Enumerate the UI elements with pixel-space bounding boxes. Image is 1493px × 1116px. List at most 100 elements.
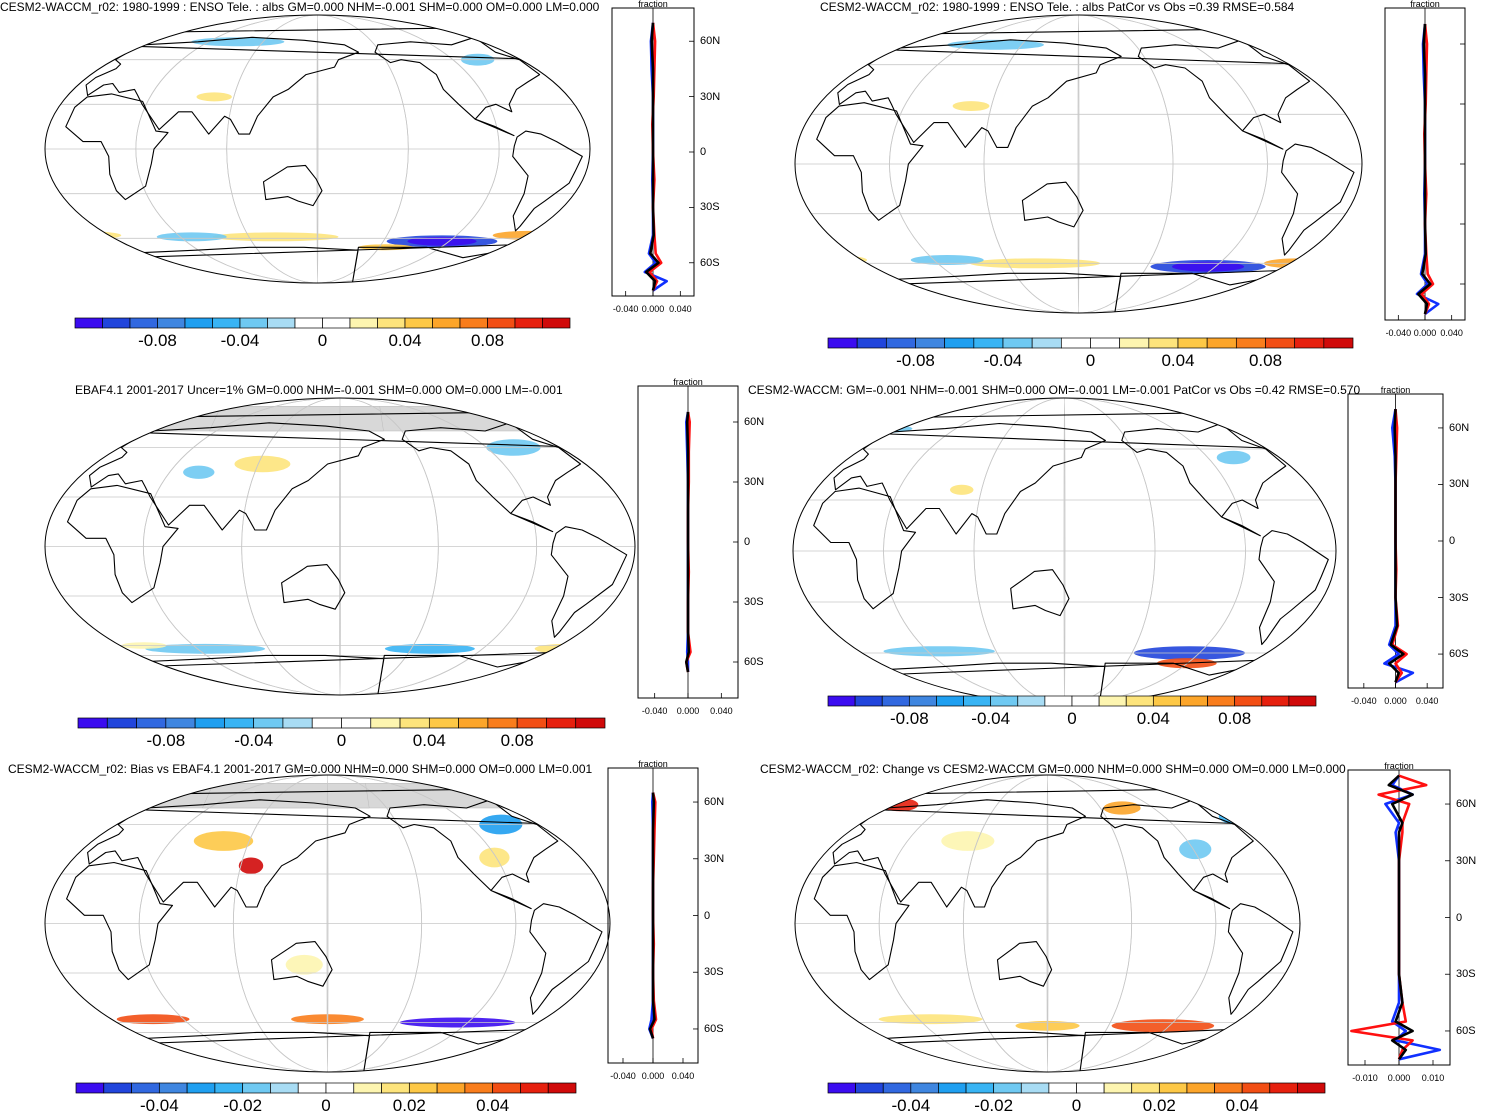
coastline-africa	[813, 487, 917, 610]
colorbar-tick-label: 0.04	[1161, 351, 1195, 370]
colorbar-box	[855, 1082, 884, 1094]
coastline-africa	[66, 861, 174, 981]
anomaly-patch	[479, 847, 510, 868]
colorbar-2	[827, 337, 1354, 349]
zonal-lat-label: 0	[1449, 535, 1456, 547]
colorbar-box	[910, 1082, 939, 1094]
coastline-australia	[270, 941, 333, 987]
colorbar-tick-label: 0.08	[1248, 351, 1283, 370]
coastline-south-america	[1281, 143, 1355, 256]
zonal-x-tick-label: 0.000	[1384, 696, 1407, 706]
colorbar-tick-label: -0.04	[139, 1096, 179, 1115]
longitude-line	[973, 398, 1156, 704]
longitude-line	[142, 398, 538, 695]
zonal-x-tick-label: -0.040	[610, 1071, 636, 1081]
panel-title: CESM2-WACCM_r02: 1980-1999 : ENSO Tele. …	[0, 0, 600, 14]
anomaly-patch	[941, 831, 995, 851]
longitude-line	[983, 15, 1174, 313]
anomaly-patch	[193, 831, 254, 851]
zonal-x-tick-label: 0.000	[1413, 328, 1437, 338]
zonal-x-tick-label: 0.010	[1421, 1073, 1445, 1083]
longitude-line	[135, 15, 500, 283]
colorbar-box	[938, 1082, 967, 1094]
anomaly-patch	[1179, 839, 1212, 860]
zonal-x-tick-label: 0.000	[641, 1071, 665, 1081]
colorbar-box	[1214, 1082, 1243, 1094]
colorbar-tick-label: -0.04	[971, 709, 1011, 728]
colorbar-tick-label: -0.04	[891, 1096, 931, 1115]
colorbar-1	[74, 317, 571, 329]
longitude-line	[138, 775, 517, 1072]
panel-title: CESM2-WACCM_r02: 1980-1999 : ENSO Tele. …	[820, 0, 1295, 14]
coastline-australia	[281, 564, 346, 610]
colorbar-box	[1186, 1082, 1215, 1094]
zonal-lat-label: 0	[744, 536, 751, 548]
zonal-x-tick-label: -0.010	[1352, 1073, 1378, 1083]
zonal-line-black	[1387, 774, 1414, 1061]
colorbar-tick-label: 0.02	[1142, 1096, 1176, 1115]
anomaly-patch	[407, 236, 477, 246]
colorbar-box	[1048, 1082, 1077, 1094]
colorbar-tick-label: -0.04	[234, 731, 274, 750]
colorbar-tick-label: 0	[1071, 1096, 1082, 1115]
longitude-line	[326, 775, 329, 1072]
anomaly-patch	[1015, 1020, 1080, 1031]
longitude-line	[226, 15, 409, 283]
coastline-australia	[1010, 569, 1070, 617]
zonal-x-tick-label: 0.000	[676, 706, 700, 716]
longitude-line	[1063, 398, 1066, 704]
anomaly-patch	[196, 92, 232, 102]
panel-title: EBAF4.1 2001-2017 Uncer=1% GM=0.000 NHM=…	[75, 383, 563, 397]
colorbar-tick-label: -0.02	[223, 1096, 263, 1115]
zonal-line-black	[685, 411, 691, 673]
zonal-x-tick-label: 0.040	[710, 706, 733, 716]
anomaly-patch	[238, 857, 264, 874]
colorbar-tick-label: -0.08	[889, 709, 929, 728]
map-field	[45, 15, 590, 283]
map-field	[795, 775, 1300, 1072]
coastline-europe-asia	[837, 39, 1122, 148]
colorbar-tick-label: 0.08	[500, 731, 534, 750]
anomaly-patch	[795, 1017, 854, 1028]
map-border	[44, 774, 611, 1073]
colorbar-tick-label: -0.02	[974, 1096, 1014, 1115]
zonal-x-tick-label: 0.000	[1387, 1073, 1411, 1083]
zonal-lat-label: 60N	[704, 796, 725, 809]
missing-data-mask	[209, 406, 384, 432]
anomaly-patch	[156, 232, 227, 242]
zonal-lat-label: 60S	[700, 256, 720, 269]
map-border	[44, 14, 591, 284]
map-field	[45, 398, 635, 695]
coastline-south-america	[512, 130, 583, 232]
coastline-australia	[1021, 181, 1084, 228]
colorbar-tick-label: -0.08	[146, 731, 186, 750]
coastline-europe-asia	[87, 799, 371, 908]
zonal-lat-label: 30S	[1449, 591, 1469, 604]
zonal-mean-plot-2	[1384, 7, 1466, 321]
zonal-lat-label: 60N	[700, 35, 721, 48]
missing-data-mask	[202, 783, 370, 809]
zonal-x-tick-label: 0.040	[671, 1071, 695, 1081]
coastline-north-america	[401, 422, 582, 533]
colorbar-tick-label: 0.04	[1136, 709, 1170, 728]
zonal-lat-label: 0	[1456, 911, 1463, 924]
colorbar-box	[1131, 1082, 1160, 1094]
anomaly-patch	[116, 1014, 190, 1025]
coastline-australia	[262, 164, 323, 207]
zonal-lat-label: 0	[700, 146, 707, 158]
zonal-lat-label: 30N	[1456, 854, 1477, 867]
anomaly-patch	[952, 101, 990, 112]
colorbar-6	[827, 1082, 1326, 1094]
colorbar-tick-label: 0	[1085, 351, 1096, 370]
map-border	[794, 774, 1301, 1073]
colorbar-box	[547, 1082, 577, 1094]
coastline-north-america	[1121, 422, 1287, 537]
colorbar-box	[542, 317, 571, 329]
panel-title: CESM2-WACCM_r02: Bias vs EBAF4.1 2001-20…	[8, 762, 593, 776]
zonal-title: fraction	[638, 0, 668, 9]
coastline-europe-asia	[85, 36, 360, 135]
colorbar-box	[882, 1082, 912, 1094]
